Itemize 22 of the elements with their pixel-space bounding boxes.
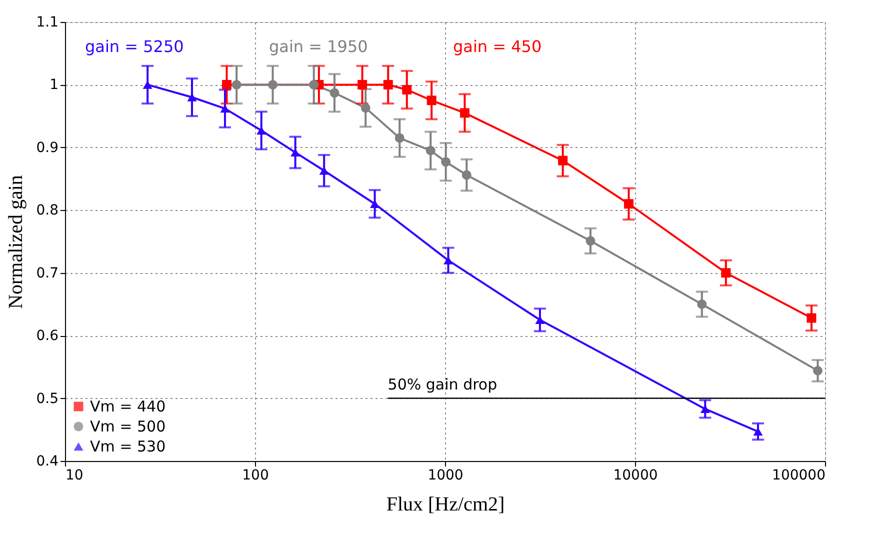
y-tick-label: 0.7 [36,265,58,282]
y-tick-label: 0.5 [36,390,58,407]
x-axis-title: Flux [Hz/cm2] [386,494,505,516]
x-tick-label: 10 [66,468,84,484]
legend-label: Vm = 500 [90,418,166,436]
x-tick-label: 1000 [428,468,464,484]
x-tick-label: 100000 [772,468,826,484]
y-tick-label: 0.6 [36,328,59,344]
x-tick-label: 100 [242,468,269,484]
annotation: gain = 450 [453,37,542,56]
annotation: gain = 1950 [269,37,368,56]
annotation: gain = 5250 [85,37,184,56]
y-tick-label: 1.1 [36,14,58,30]
legend-label: Vm = 530 [90,438,166,456]
y-tick-label: 0.8 [36,202,58,219]
y-tick-label: 0.9 [36,140,58,156]
y-tick-label: 0.4 [36,454,59,470]
annotation: 50% gain drop [388,375,498,394]
x-tick-label: 10000 [613,468,658,484]
legend-label: Vm = 440 [90,398,166,416]
y-axis-title: Normalized gain [5,175,28,309]
y-tick-label: 1 [50,77,58,94]
